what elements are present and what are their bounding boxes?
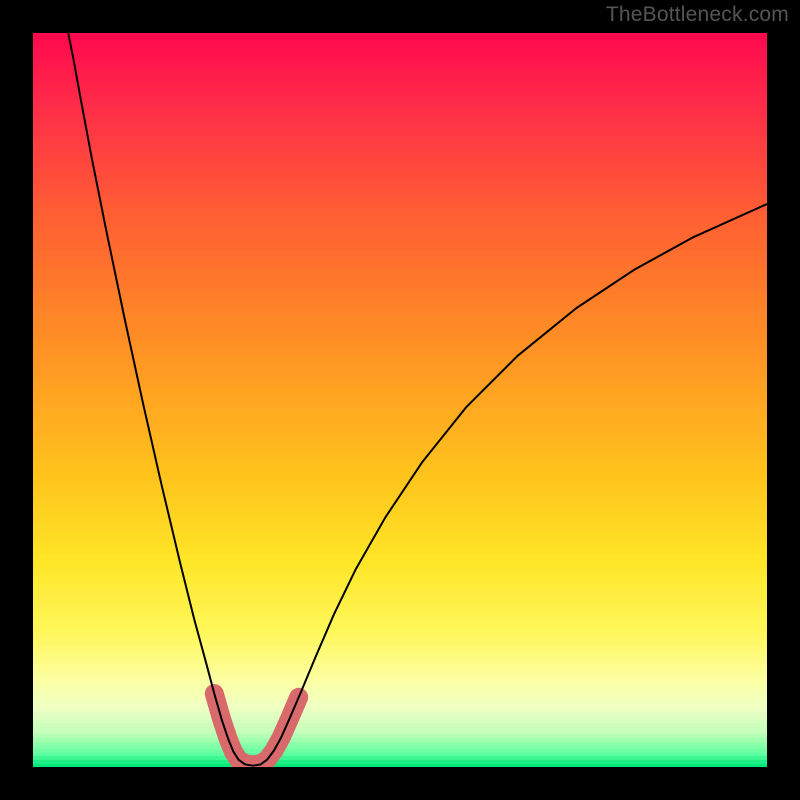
watermark-text: TheBottleneck.com xyxy=(606,3,789,27)
chart-frame: TheBottleneck.com xyxy=(0,0,800,800)
chart-overlay-svg xyxy=(33,33,767,767)
series-bottleneck-flat-band xyxy=(214,694,298,765)
series-bottleneck-curve xyxy=(68,33,767,766)
plot-area xyxy=(33,33,767,767)
